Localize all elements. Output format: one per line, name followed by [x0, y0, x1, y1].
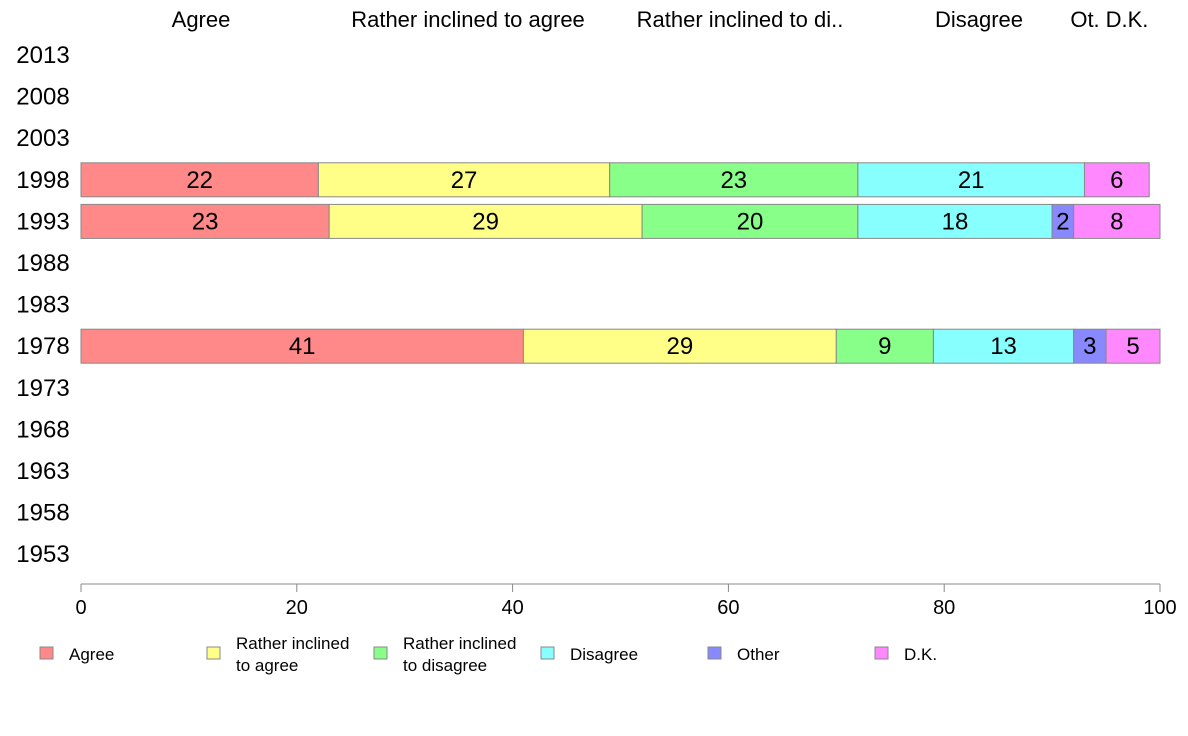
- year-labels: 2013 2008 2003 1998 1993 1988 1983 1978 1973 1968…: [16, 42, 69, 568]
- year-label: 1958: [16, 500, 69, 527]
- x-axis: 0 20 40 60 80 100: [75, 583, 1177, 619]
- bar-segment: [641, 203, 859, 239]
- bar-segment: [835, 328, 934, 364]
- column-header: Disagree: [935, 7, 1023, 32]
- x-tick-label: 80: [933, 597, 955, 619]
- legend-label: Rather inclined to agree: [236, 634, 349, 675]
- legend-label: Agree: [69, 645, 114, 664]
- legend: Agree Rather inclined to agree Rather incli…: [39, 634, 937, 675]
- x-tick-label: 20: [286, 597, 308, 619]
- year-label: 1988: [16, 250, 69, 277]
- column-header: D.K.: [1106, 7, 1149, 32]
- bar-data-label: 6: [1110, 167, 1123, 194]
- bar-segment: [80, 203, 330, 239]
- bar-data-label: 27: [451, 167, 478, 194]
- legend-swatch: [874, 646, 889, 660]
- year-label: 2008: [16, 84, 69, 111]
- legend-swatch: [39, 646, 54, 660]
- bar-segment: [932, 328, 1075, 364]
- bar-segment: [1073, 203, 1161, 239]
- bar-data-label: 23: [720, 167, 747, 194]
- bar-segment: [857, 203, 1053, 239]
- bar-area: 22 27 23 21 6 23 29 20 18 2 8 41 29 9 13 3 5: [80, 162, 1161, 364]
- year-label: 1968: [16, 416, 69, 443]
- year-label: 1998: [16, 167, 69, 194]
- bar-segment: [1105, 328, 1161, 364]
- bar-segment: [80, 162, 319, 198]
- bar-segment: [522, 328, 837, 364]
- legend-label: Disagree: [570, 645, 638, 664]
- column-header: Ot.: [1070, 7, 1099, 32]
- bar-segment: [317, 162, 611, 198]
- legend-swatch: [373, 646, 388, 660]
- bar-data-label: 18: [942, 208, 969, 235]
- bar-data-label: 3: [1083, 333, 1096, 360]
- year-label: 1993: [16, 208, 69, 235]
- bar-data-label: 13: [990, 333, 1017, 360]
- bar-segment: [80, 328, 524, 364]
- column-header: Rather inclined to di..: [637, 7, 844, 32]
- bar-data-label: 5: [1126, 333, 1139, 360]
- year-label: 2003: [16, 125, 69, 152]
- x-tick-label: 40: [501, 597, 523, 619]
- column-header: Rather inclined to agree: [351, 7, 585, 32]
- year-label: 1963: [16, 458, 69, 485]
- bar-data-label: 23: [192, 208, 219, 235]
- column-headers: Agree Rather inclined to agree Rather incl…: [172, 7, 1149, 32]
- x-tick-label: 0: [75, 597, 86, 619]
- legend-swatch: [540, 646, 555, 660]
- column-header: Agree: [172, 7, 231, 32]
- bar-segment: [609, 162, 859, 198]
- x-tick-label: 60: [717, 597, 739, 619]
- year-label: 2013: [16, 42, 69, 69]
- bar-segment: [1083, 162, 1150, 198]
- legend-label: Other: [737, 645, 780, 664]
- bar-data-label: 2: [1056, 208, 1069, 235]
- year-label: 1978: [16, 333, 69, 360]
- legend-swatch: [206, 646, 221, 660]
- year-label: 1973: [16, 375, 69, 402]
- legend-swatch: [707, 646, 722, 660]
- bar-data-label: 9: [878, 333, 891, 360]
- year-label: 1983: [16, 292, 69, 319]
- bar-data-label: 21: [958, 167, 985, 194]
- bar-data-label: 20: [737, 208, 764, 235]
- legend-label: D.K.: [904, 645, 937, 664]
- bar-data-label: 29: [666, 333, 693, 360]
- x-tick-label: 100: [1143, 597, 1176, 619]
- bar-data-label: 29: [472, 208, 499, 235]
- legend-label: Rather inclined to disagree: [403, 634, 516, 675]
- bar-data-label: 41: [289, 333, 316, 360]
- bar-segment: [328, 203, 643, 239]
- year-label: 1953: [16, 541, 69, 568]
- bar-data-label: 8: [1110, 208, 1123, 235]
- bar-data-label: 22: [186, 167, 213, 194]
- bar-segment: [1073, 328, 1107, 364]
